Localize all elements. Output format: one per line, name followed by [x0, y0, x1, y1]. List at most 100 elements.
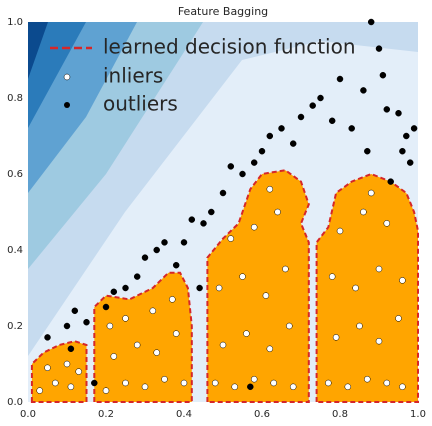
inlier-point — [106, 322, 114, 330]
outlier-point — [364, 147, 371, 155]
outlier-point — [297, 113, 305, 121]
outlier-point — [102, 303, 110, 311]
outlier-point — [309, 102, 316, 109]
x-tick-label: 0.2 — [98, 409, 114, 420]
contour-band — [28, 22, 48, 79]
outlier-point — [328, 117, 336, 125]
inlier-point — [141, 383, 149, 391]
legend-swatch — [64, 102, 70, 108]
outlier-point — [141, 254, 149, 261]
outlier-point — [348, 125, 355, 132]
inlier-point — [75, 368, 82, 375]
outlier-point — [219, 189, 227, 197]
outlier-point — [153, 246, 160, 254]
x-tick-label: 1.0 — [410, 409, 426, 420]
inlier-point — [356, 322, 363, 330]
outlier-point — [379, 71, 387, 79]
outlier-point — [395, 109, 402, 117]
inlier-point — [231, 383, 238, 391]
inlier-point — [262, 292, 270, 299]
x-tick-label: 0.6 — [254, 409, 270, 420]
outlier-point — [110, 288, 118, 296]
contour-bands — [28, 22, 418, 356]
inlier-point — [44, 364, 51, 372]
inlier-point — [328, 273, 336, 280]
x-tick-label: 0.0 — [20, 409, 36, 420]
inlier-point — [211, 379, 219, 387]
outlier-point — [83, 318, 90, 326]
outlier-point — [403, 132, 410, 140]
outlier-point — [196, 284, 203, 292]
inlier-point — [367, 189, 375, 197]
inlier-point — [243, 330, 250, 337]
inlier-point — [274, 208, 281, 216]
chart-title: Feature Bagging — [178, 5, 268, 18]
outlier-point — [180, 239, 188, 246]
decision-region — [93, 271, 193, 403]
legend-label: inliers — [103, 64, 163, 88]
inlier-point — [336, 227, 344, 235]
x-tick-label: 0.8 — [332, 409, 348, 420]
outlier-point — [317, 94, 324, 102]
inlier-point — [219, 341, 227, 349]
inlier-point — [325, 379, 332, 387]
inlier-point — [169, 296, 176, 303]
inlier-point — [52, 379, 59, 387]
decision-region — [206, 169, 310, 403]
outlier-point — [410, 125, 418, 132]
legend: learned decision function inliers outlie… — [50, 35, 356, 116]
y-tick-label: 0.6 — [7, 169, 23, 180]
marks — [30, 18, 419, 403]
outlier-point — [247, 383, 254, 391]
outlier-point — [278, 125, 285, 132]
contour-band — [28, 22, 86, 128]
outlier-point — [172, 261, 180, 269]
inlier-point — [360, 208, 367, 216]
outlier-point — [227, 163, 235, 170]
outlier-point — [387, 178, 394, 185]
inlier-point — [110, 353, 118, 360]
outlier-point — [367, 18, 375, 26]
y-tick-label: 0.2 — [7, 321, 23, 332]
inlier-point — [375, 265, 383, 273]
inlier-point — [161, 375, 168, 383]
outlier-point — [122, 284, 129, 292]
inlier-point — [282, 265, 289, 273]
inlier-point — [344, 383, 352, 391]
outlier-point — [161, 239, 168, 246]
outlier-point — [258, 147, 266, 155]
outlier-point — [406, 159, 414, 166]
outlier-point — [289, 140, 297, 147]
y-tick-label: 0.4 — [7, 245, 23, 256]
inlier-point — [399, 383, 406, 391]
inlier-point — [364, 375, 371, 383]
inlier-point — [63, 360, 71, 368]
y-tick-label: 0.8 — [7, 93, 23, 104]
outlier-point — [336, 75, 344, 83]
inlier-point — [352, 284, 359, 292]
inlier-point — [180, 379, 188, 387]
y-tick-label: 1.0 — [7, 17, 23, 28]
inlier-point — [383, 220, 391, 227]
outlier-point — [188, 216, 196, 223]
outlier-point — [383, 106, 391, 113]
legend-label: outliers — [103, 92, 178, 116]
inlier-point — [133, 341, 141, 349]
inlier-point — [227, 235, 235, 242]
outlier-point — [200, 220, 207, 227]
inlier-point — [102, 387, 110, 394]
inlier-point — [67, 383, 75, 391]
inlier-point — [239, 273, 246, 280]
outlier-point — [67, 345, 75, 353]
outlier-point — [250, 159, 258, 166]
inlier-point — [215, 284, 223, 292]
inlier-point — [266, 185, 274, 193]
inlier-point — [332, 334, 340, 341]
inlier-point — [250, 375, 258, 383]
inlier-point — [399, 277, 406, 284]
inlier-point — [383, 379, 391, 387]
inlier-point — [270, 379, 277, 387]
inlier-point — [36, 387, 43, 394]
inlier-point — [375, 337, 383, 345]
